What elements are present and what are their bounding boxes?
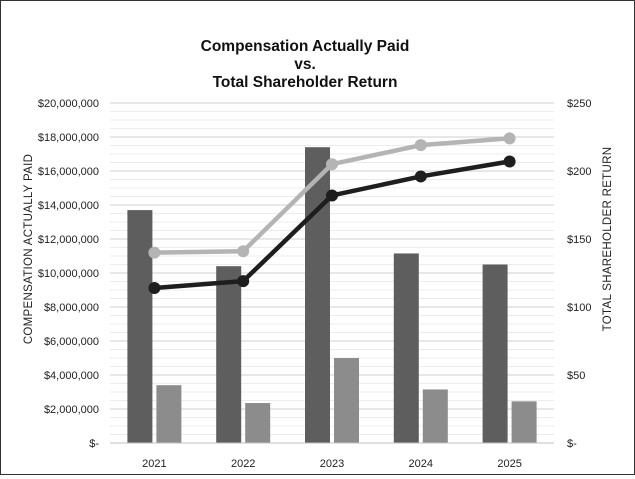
tsr-line-series-3 [152,159,512,291]
bar-series-1-2021 [127,210,153,443]
bar-series-1-2023 [305,147,330,443]
tsr-point-series-3-2021 [148,281,161,294]
tsr-point-series-2-2025 [503,132,516,145]
left-tick-label: $18,000,000 [38,132,99,144]
bar-series [127,147,537,443]
right-tick-label: $100 [567,302,591,314]
x-tick-label: 2025 [497,458,521,470]
x-axis: 2021 2022 2023 2024 2025 [110,442,554,470]
left-tick-label: $2,000,000 [44,404,99,416]
right-tick-label: $250 [567,98,591,110]
bar-series-2-2023 [334,358,359,443]
x-tick-label: 2021 [142,458,166,470]
left-tick-label: $12,000,000 [38,234,99,246]
chart-title-line-1: Compensation Actually Paid [201,38,410,55]
right-tick-label: $150 [567,234,591,246]
tsr-point-series-3-2023 [326,189,338,202]
left-tick-label: $20,000,000 [38,98,99,110]
right-tick-label: $50 [567,370,585,382]
tsr-point-series-2-2023 [326,158,338,171]
tsr-point-series-3-2022 [237,275,250,288]
bar-series-2-2025 [511,401,537,443]
tsr-point-series-3-2024 [414,170,427,183]
left-tick-label: $4,000,000 [44,370,99,382]
right-axis-title: TOTAL SHAREHOLDER RETURN [602,147,614,332]
bar-series-1-2022 [216,266,242,443]
chart-title-line-2: vs. [294,56,316,73]
bar-series-1-2025 [482,264,508,443]
chart-title: Compensation Actually Paid vs. Total Sha… [201,38,410,91]
left-tick-label: $- [89,438,99,450]
chart-title-line-3: Total Shareholder Return [213,74,398,91]
line-series [148,132,516,294]
left-tick-label: $14,000,000 [38,200,99,212]
bar-series-2-2022 [245,403,271,443]
bar-series-1-2024 [393,253,419,443]
right-tick-label: $- [567,438,577,450]
left-axis-title: COMPENSATION ACTUALLY PAID [23,154,35,344]
left-axis: $- $2,000,000 $4,000,000 $6,000,000 $8,000,0… [38,98,100,450]
x-tick-label: 2023 [320,458,344,470]
left-tick-label: $16,000,000 [38,166,99,178]
gridlines [110,102,554,435]
tsr-point-series-3-2025 [503,155,516,168]
tsr-point-series-2-2021 [148,246,161,259]
right-axis: $- $50 $100 $150 $200 $250 [567,98,591,450]
bar-series-2-2024 [422,389,448,443]
left-tick-label: $8,000,000 [44,302,99,314]
x-tick-label: 2022 [231,458,255,470]
tsr-point-series-2-2022 [237,245,250,258]
tsr-point-series-2-2024 [414,139,427,152]
left-tick-label: $10,000,000 [38,268,99,280]
left-tick-label: $6,000,000 [44,336,99,348]
x-tick-label: 2024 [409,458,433,470]
bar-series-2-2021 [156,385,182,443]
right-tick-label: $200 [567,166,591,178]
